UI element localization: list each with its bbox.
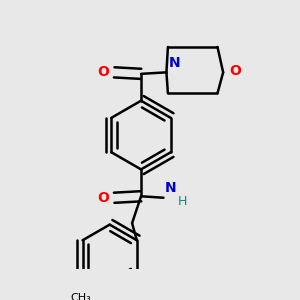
Text: N: N <box>169 56 180 70</box>
Text: O: O <box>97 65 109 79</box>
Text: CH₃: CH₃ <box>71 292 92 300</box>
Text: N: N <box>165 182 177 195</box>
Text: O: O <box>97 191 109 206</box>
Text: O: O <box>230 64 242 78</box>
Text: H: H <box>178 195 187 208</box>
